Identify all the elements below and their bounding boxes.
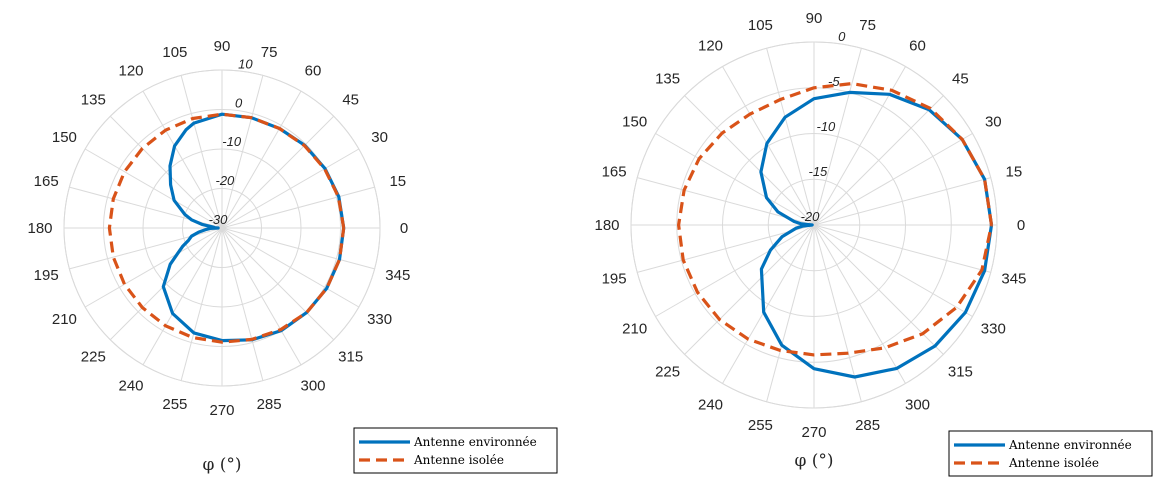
theta-axis-label: φ (°) — [794, 451, 833, 471]
r-tick-label: -15 — [809, 164, 829, 179]
theta-tick-label: 255 — [162, 396, 187, 413]
theta-tick-label: 15 — [1006, 163, 1023, 180]
radius-gridline — [767, 178, 861, 272]
theta-tick-label: 345 — [1001, 271, 1026, 288]
legend-box — [948, 430, 1153, 477]
polar-boundary — [630, 41, 998, 409]
series-line-antenne-environnee — [759, 90, 994, 379]
r-tick-label: 0 — [235, 95, 243, 110]
theta-tick-label: 255 — [748, 417, 773, 434]
theta-tick-label: 105 — [748, 17, 773, 34]
legend-entry-antenne-environnee: Antenne environnée — [413, 435, 537, 449]
theta-tick-label: 150 — [622, 114, 647, 131]
theta-tick-label: 180 — [27, 220, 52, 237]
theta-tick-label: 210 — [622, 321, 647, 338]
theta-tick-label: 165 — [34, 173, 59, 190]
legend-entry-antenne-environnee: Antenne environnée — [1008, 438, 1132, 452]
polar-grid — [63, 69, 381, 387]
legend: Antenne environnée Antenne isolée — [948, 430, 1153, 477]
theta-tick-label: 135 — [81, 91, 106, 108]
theta-tick-label: 180 — [594, 217, 619, 234]
theta-tick-label: 75 — [859, 17, 876, 34]
theta-tick-label: 0 — [400, 220, 408, 237]
theta-tick-label: 315 — [338, 349, 363, 366]
theta-tick-label: 150 — [52, 129, 77, 146]
theta-tick-label: 225 — [81, 349, 106, 366]
theta-tick-label: 195 — [602, 271, 627, 288]
theta-tick-label: 345 — [385, 267, 410, 284]
r-tick-labels: -20 -15 -10 -5 0 — [801, 29, 847, 224]
theta-axis-label: φ (°) — [202, 455, 241, 475]
theta-tick-label: 120 — [698, 38, 723, 55]
r-tick-labels: -30 -20 -10 0 10 — [209, 56, 254, 227]
radius-gridline — [182, 188, 262, 268]
theta-tick-label: 135 — [655, 71, 680, 88]
legend: Antenne environnée Antenne isolée — [353, 427, 558, 474]
r-tick-label: -30 — [209, 212, 229, 227]
legend-entry-antenne-isolee: Antenne isolée — [413, 453, 504, 467]
r-tick-label: 0 — [838, 29, 846, 44]
r-tick-label: -5 — [828, 74, 840, 89]
theta-tick-label: 105 — [162, 44, 187, 61]
theta-tick-label: 30 — [371, 129, 388, 146]
theta-tick-label: 75 — [261, 44, 278, 61]
theta-tick-label: 60 — [305, 62, 322, 79]
theta-tick-label: 270 — [209, 402, 234, 419]
r-tick-label: -20 — [216, 173, 236, 188]
theta-tick-label: 300 — [300, 378, 325, 395]
theta-tick-label: 30 — [985, 114, 1002, 131]
legend-box — [353, 427, 558, 474]
theta-tick-label: 300 — [905, 396, 930, 413]
legend-entry-antenne-isolee: Antenne isolée — [1008, 456, 1099, 470]
theta-tick-label: 225 — [655, 363, 680, 380]
theta-tick-label: 285 — [257, 396, 282, 413]
polar-grid — [630, 41, 998, 409]
theta-tick-label: 270 — [801, 424, 826, 441]
theta-tick-label: 240 — [698, 396, 723, 413]
radius-gridline — [103, 109, 341, 347]
r-tick-label: -10 — [222, 134, 242, 149]
r-tick-label: 10 — [238, 56, 253, 71]
radius-gridline — [722, 133, 906, 317]
r-tick-label: -10 — [817, 119, 837, 134]
series-line-antenne-isolee — [107, 112, 346, 344]
theta-tick-label: 0 — [1017, 217, 1025, 234]
polar-chart-left: 0 15 30 45 60 75 90 105 120 135 150 165 180 195 210 225… — [27, 38, 558, 475]
theta-tick-label: 60 — [909, 38, 926, 55]
series-line-antenne-environnee — [161, 112, 346, 343]
theta-tick-label: 195 — [34, 267, 59, 284]
polar-boundary — [63, 69, 381, 387]
theta-tick-labels: 0 15 30 45 60 75 90 105 120 135 150 165 180 195 210 225… — [594, 10, 1026, 441]
theta-tick-label: 45 — [342, 91, 359, 108]
theta-tick-label: 90 — [806, 10, 823, 27]
series-line-antenne-isolee — [677, 82, 994, 357]
theta-tick-label: 90 — [214, 38, 231, 55]
theta-tick-label: 120 — [118, 62, 143, 79]
radius-gridline — [142, 148, 302, 308]
theta-tick-labels: 0 15 30 45 60 75 90 105 120 135 150 165 180 195 210 225… — [27, 38, 410, 419]
theta-tick-label: 285 — [855, 417, 880, 434]
polar-chart-right: 0 15 30 45 60 75 90 105 120 135 150 165 180 195 210 225… — [594, 10, 1153, 477]
theta-tick-label: 165 — [602, 163, 627, 180]
theta-tick-label: 240 — [118, 378, 143, 395]
theta-tick-label: 210 — [52, 311, 77, 328]
theta-tick-label: 315 — [948, 363, 973, 380]
r-tick-label: -20 — [801, 209, 821, 224]
theta-tick-label: 45 — [952, 71, 969, 88]
theta-tick-label: 15 — [389, 173, 406, 190]
theta-tick-label: 330 — [367, 311, 392, 328]
theta-tick-label: 330 — [981, 321, 1006, 338]
